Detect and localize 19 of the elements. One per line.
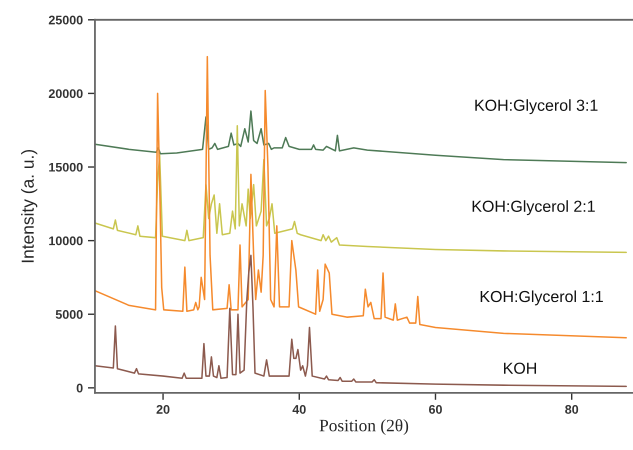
y-tick-label: 5000 xyxy=(56,310,83,319)
series-label: KOH xyxy=(504,362,536,374)
line-series xyxy=(94,56,627,339)
series-label: KOH:Glycerol 1:1 xyxy=(480,290,603,306)
y-tick-label: 20000 xyxy=(48,89,83,98)
x-tick-label: 40 xyxy=(292,404,306,414)
y-tick-label: 25000 xyxy=(48,16,83,24)
line-series xyxy=(94,254,627,388)
y-axis-title: Intensity (a. u.) xyxy=(21,150,38,262)
x-axis-title: Position (2θ) xyxy=(320,419,408,435)
line-series xyxy=(94,125,627,254)
y-tick-label: 15000 xyxy=(49,162,83,172)
x-tick-label: 60 xyxy=(428,404,442,414)
text: KOH:Glycerol 3:1 xyxy=(475,99,598,114)
x-tick-label: 80 xyxy=(565,404,578,414)
text: KOH:Glycerol 2:1 xyxy=(472,200,595,216)
x-tick-label: 20 xyxy=(156,404,170,414)
y-tick-label: 0 xyxy=(76,384,83,392)
y-tick-label: 10000 xyxy=(49,236,83,246)
